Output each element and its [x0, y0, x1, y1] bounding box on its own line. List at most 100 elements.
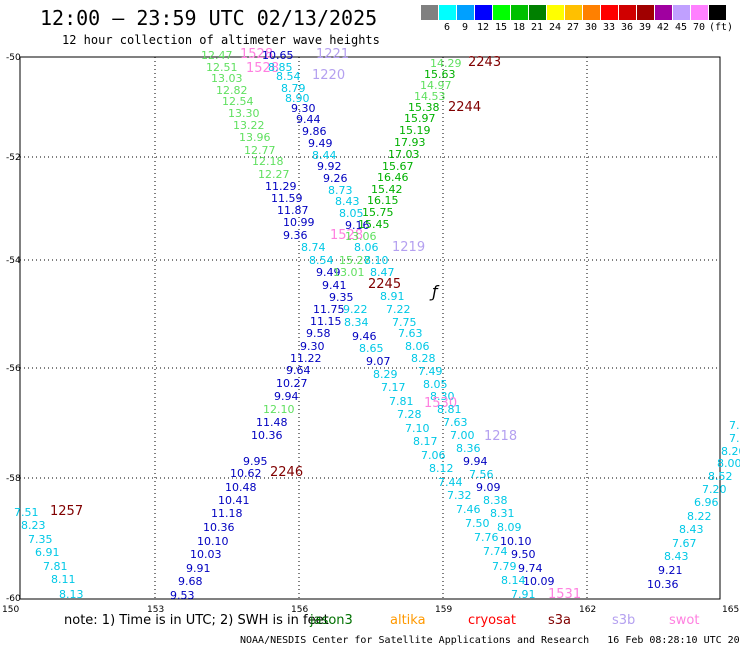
wave-height-value: 15.27: [339, 254, 371, 267]
wave-height-value: 14.53: [414, 90, 446, 103]
wave-height-value: 8.12: [429, 462, 454, 475]
wave-height-value: 8.85: [268, 61, 293, 74]
longitude-label: 156: [291, 605, 309, 615]
wave-height-value: 10.36: [203, 521, 235, 534]
wave-height-value: 13.03: [211, 72, 243, 85]
scale-label: 42: [656, 22, 670, 33]
scale-swatch: [421, 5, 438, 20]
wave-height-value: 9.95: [243, 455, 268, 468]
wave-height-value: 7.81: [389, 395, 414, 408]
mission-label-cryosat: cryosat: [468, 613, 516, 628]
wave-height-value: 7.28: [397, 408, 422, 421]
wave-height-value: 6.96: [694, 496, 719, 509]
longitude-label: 165: [722, 605, 740, 615]
longitude-label: 153: [147, 605, 165, 615]
track-time-label: 1257: [50, 504, 84, 519]
track-time-label: 1220: [312, 68, 346, 83]
wave-height-value: 10.36: [251, 429, 283, 442]
scale-swatch: [583, 5, 600, 20]
wave-height-value: 12.47: [201, 49, 233, 62]
wave-height-value: 14.97: [420, 79, 452, 92]
wave-height-value: 9.41: [322, 279, 347, 292]
wave-height-value: 8.00: [717, 457, 740, 470]
wave-height-value: 10.27: [276, 377, 308, 390]
wave-height-value: 10.62: [230, 467, 262, 480]
wave-height-value: 11.87: [277, 204, 309, 217]
wave-height-value: 9.53: [170, 589, 195, 602]
wave-height-value: 9.50: [511, 548, 536, 561]
wave-height-value: 9.07: [366, 355, 391, 368]
wave-height-value: 11.29: [265, 180, 297, 193]
misc-glyph: ƒ: [432, 282, 438, 301]
wave-height-value: 9.74: [518, 562, 543, 575]
wave-height-value: 9.94: [274, 390, 299, 403]
wave-height-value: 7.22: [386, 303, 411, 316]
wave-height-value: 9.35: [329, 291, 354, 304]
scale-swatch: [601, 5, 618, 20]
wave-height-value: 17.93: [394, 136, 426, 149]
track-time-label: 2246: [270, 465, 304, 480]
wave-height-value: 8.06: [354, 241, 379, 254]
wave-height-value: 15.97: [404, 112, 436, 125]
wave-height-value: 7.50: [465, 517, 490, 530]
latitude-label: -56: [6, 364, 21, 374]
scale-label: 9: [461, 22, 469, 33]
longitude-label: 150: [2, 605, 20, 615]
wave-height-value: 10.99: [283, 216, 315, 229]
note-text: note: 1) Time is in UTC; 2) SWH is in fe…: [64, 613, 329, 628]
wave-height-value: 7.81: [43, 560, 68, 573]
wave-height-value: 9.30: [291, 102, 316, 115]
wave-height-value: 7.32: [447, 489, 472, 502]
longitude-label: 162: [579, 605, 597, 615]
mission-label-altika: altika: [390, 613, 426, 628]
wave-height-value: 7.35: [28, 533, 53, 546]
wave-height-value: 7.67: [672, 537, 697, 550]
wave-height-value: 12.10: [263, 403, 295, 416]
wave-height-value: 14.29: [430, 57, 462, 70]
wave-height-value: 9.49: [308, 137, 333, 150]
scale-swatch: [619, 5, 636, 20]
wave-height-value: 12.27: [258, 168, 290, 181]
wave-height-value: 10.03: [190, 548, 222, 561]
wave-height-value: 11.15: [310, 315, 342, 328]
wave-height-value: 11.59: [271, 192, 303, 205]
wave-height-value: 11.48: [256, 416, 288, 429]
scale-swatch: [673, 5, 690, 20]
wave-height-value: 7.00: [450, 429, 475, 442]
wave-height-value: 8.54: [309, 254, 334, 267]
latitude-label: -54: [6, 256, 21, 266]
scale-label: 39: [638, 22, 652, 33]
wave-height-value: 9.46: [352, 330, 377, 343]
scale-swatch: [547, 5, 564, 20]
wave-height-value: 8.36: [456, 442, 481, 455]
wave-height-value: 15.75: [362, 206, 394, 219]
wave-height-value: 10.48: [225, 481, 257, 494]
scale-label: 36: [620, 22, 634, 33]
wave-height-value: 8.74: [301, 241, 326, 254]
wave-height-value: 10.36: [647, 578, 679, 591]
scale-swatch: [511, 5, 528, 20]
scale-swatch: [565, 5, 582, 20]
wave-height-value: 7.91: [511, 588, 536, 601]
wave-height-value: 8.43: [679, 523, 704, 536]
scale-label: 6: [443, 22, 451, 33]
scale-swatch: [709, 5, 726, 20]
scale-label: 21: [530, 22, 544, 33]
scale-label: 12: [476, 22, 490, 33]
wave-height-value: 15.45: [358, 218, 390, 231]
wave-height-value: 15.42: [371, 183, 403, 196]
wave-height-value: 8.14: [501, 574, 526, 587]
wave-height-value: 8.54: [276, 70, 301, 83]
wave-height-value: 8.30: [430, 390, 455, 403]
scale-unit: (ft): [709, 22, 734, 33]
wave-height-value: 8.52: [708, 470, 733, 483]
scale-swatch: [637, 5, 654, 20]
wave-height-value: 11.18: [211, 507, 243, 520]
wave-height-value: 8.79: [281, 82, 306, 95]
map-subtitle: 12 hour collection of altimeter wave hei…: [62, 33, 380, 47]
wave-height-value: 12.18: [252, 155, 284, 168]
wave-height-value: 8.38: [483, 494, 508, 507]
track-time-label: 1530: [424, 396, 458, 411]
wave-height-value: 7.: [729, 419, 740, 432]
wave-height-value: 16.46: [377, 171, 409, 184]
